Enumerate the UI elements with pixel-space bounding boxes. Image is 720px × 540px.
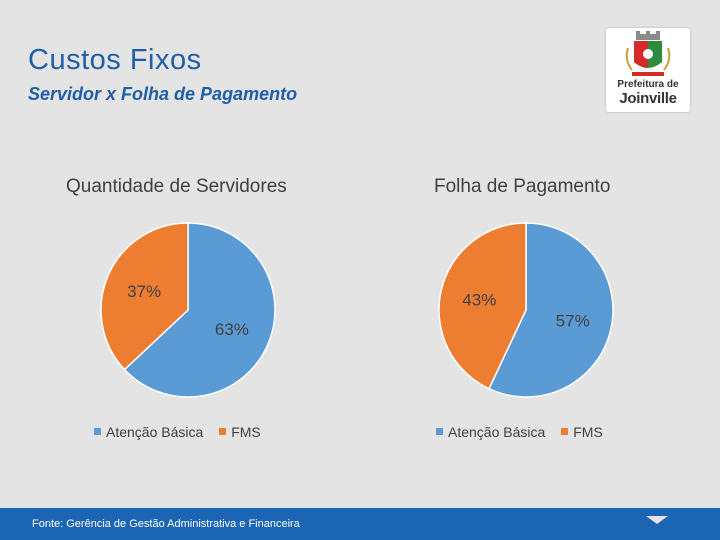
legend-label: FMS <box>573 424 603 440</box>
pie-slice-fms <box>100 222 189 371</box>
legend-item-atencao-basica: Atenção Básica <box>94 424 203 440</box>
source-note: Fonte: Gerência de Gestão Administrativa… <box>32 518 300 530</box>
logo-text-prefeitura: Prefeitura de <box>617 79 679 90</box>
legend-item-atencao-basica: Atenção Básica <box>436 424 545 440</box>
chart-title: Quantidade de Servidores <box>66 176 287 197</box>
chart-legend: Atenção Básica FMS <box>436 424 615 440</box>
pie-chart: 57% 43% <box>438 222 614 398</box>
legend-item-fms: FMS <box>561 424 603 440</box>
pie-slice-atencao-basica <box>487 222 614 398</box>
legend-label: Atenção Básica <box>448 424 546 440</box>
chart-legend: Atenção Básica FMS <box>94 424 273 440</box>
pie-slice-fms <box>438 222 527 390</box>
legend-swatch <box>436 428 443 435</box>
pie-slice-atencao-basica <box>123 222 276 398</box>
logo-text-joinville: Joinville <box>619 90 677 107</box>
page-subtitle: Servidor x Folha de Pagamento <box>28 84 298 104</box>
page-title: Custos Fixos <box>28 44 202 76</box>
data-label: 57% <box>556 311 590 330</box>
prefeitura-logo: Prefeitura de Joinville <box>606 28 690 112</box>
legend-swatch <box>219 428 227 435</box>
legend-label: Atenção Básica <box>106 424 204 440</box>
coat-of-arms-icon <box>625 31 671 76</box>
pie-chart: 63% 37% <box>100 222 276 398</box>
legend-swatch <box>94 428 101 435</box>
data-label: 37% <box>127 282 161 301</box>
chart-title: Folha de Pagamento <box>434 176 611 197</box>
legend-label: FMS <box>231 424 261 440</box>
legend-swatch <box>561 428 569 435</box>
legend-item-fms: FMS <box>219 424 261 440</box>
data-label: 63% <box>215 320 249 339</box>
next-arrow-icon <box>646 516 668 524</box>
footer-bar: Fonte: Gerência de Gestão Administrativa… <box>0 508 720 540</box>
data-label: 43% <box>462 291 496 310</box>
